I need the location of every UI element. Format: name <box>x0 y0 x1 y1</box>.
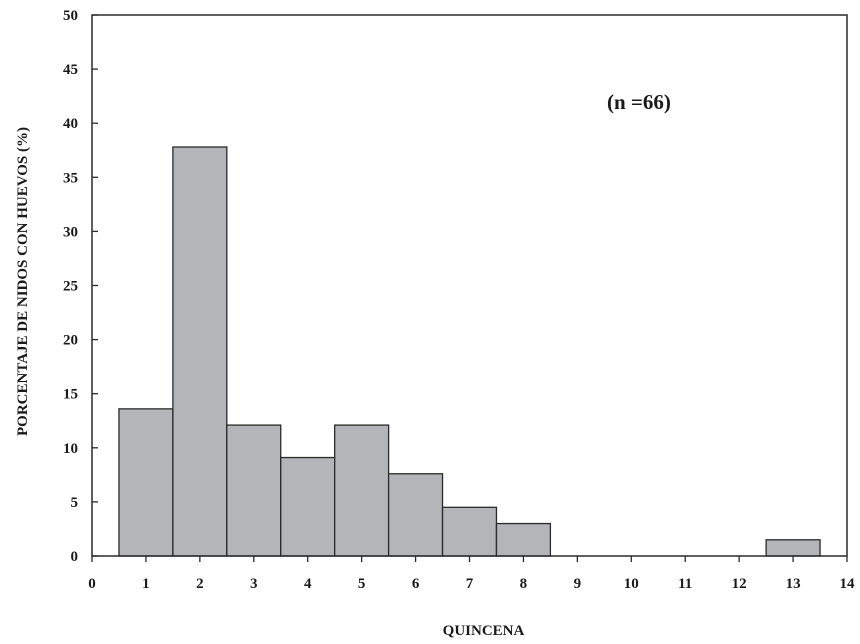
plot-frame <box>91 14 848 557</box>
x-tick-label: 1 <box>142 576 150 592</box>
x-tick-label: 5 <box>358 576 366 592</box>
x-tick-label: 4 <box>304 576 312 592</box>
bar-quincena-7 <box>441 506 498 557</box>
y-tick-label: 40 <box>63 116 78 132</box>
x-tick-label: 7 <box>466 576 474 592</box>
y-tick-label: 50 <box>63 8 78 24</box>
x-tick-label: 12 <box>732 576 747 592</box>
x-tick-label: 3 <box>250 576 258 592</box>
x-tick-label: 10 <box>624 576 639 592</box>
bar-quincena-5 <box>334 424 390 557</box>
y-tick-label: 5 <box>71 495 79 511</box>
y-tick-label: 10 <box>63 441 78 457</box>
x-tick-label: 0 <box>88 576 96 592</box>
bar-quincena-3 <box>226 424 282 557</box>
x-tick-label: 9 <box>574 576 582 592</box>
y-tick-label: 20 <box>63 333 78 349</box>
x-tick-label: 14 <box>840 576 856 592</box>
bars-group <box>118 146 821 557</box>
x-tick-label: 11 <box>678 576 692 592</box>
x-axis-title: QUINCENA <box>443 623 525 639</box>
bar-quincena-2 <box>172 146 228 557</box>
bar-quincena-1 <box>118 408 174 557</box>
x-tick-label: 2 <box>196 576 204 592</box>
bar-quincena-4 <box>280 456 336 557</box>
x-tick-label: 6 <box>412 576 420 592</box>
y-axis-title: PORCENTAJE DE NIDOS CON HUEVOS (%) <box>15 127 31 436</box>
y-tick-label: 35 <box>63 170 78 186</box>
bar-quincena-13 <box>765 539 821 557</box>
x-axis: 0 1 2 3 4 5 6 7 8 9 10 11 12 13 14 <box>88 556 855 592</box>
bar-quincena-8 <box>495 522 552 557</box>
x-tick-label: 8 <box>520 576 528 592</box>
x-tick-label: 13 <box>786 576 801 592</box>
y-tick-label: 45 <box>63 62 78 78</box>
sample-size-annotation: (n =66) <box>607 90 671 114</box>
y-tick-label: 30 <box>63 224 78 240</box>
y-axis: 0 5 10 15 20 25 30 35 40 45 50 <box>63 8 98 565</box>
y-tick-label: 0 <box>71 549 79 565</box>
bar-quincena-6 <box>387 473 444 557</box>
y-tick-label: 25 <box>63 279 78 295</box>
y-tick-label: 15 <box>63 387 78 403</box>
